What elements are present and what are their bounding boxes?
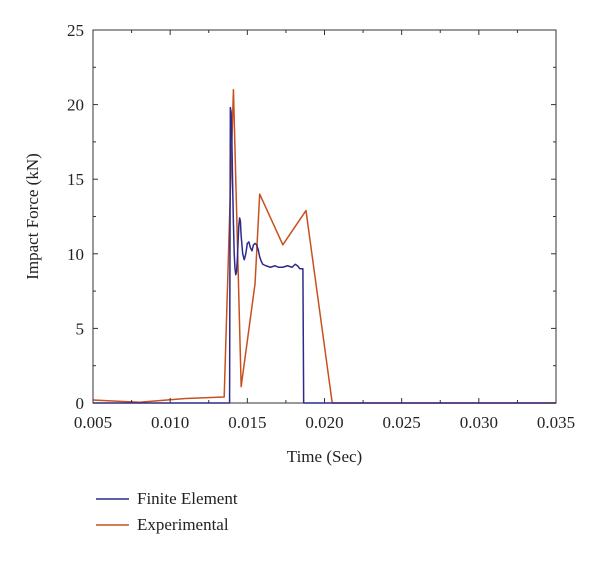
y-tick-label: 10 (67, 245, 84, 264)
x-tick-label: 0.020 (305, 413, 343, 432)
y-tick-label: 20 (67, 96, 84, 115)
ticks-layer: 0.005 0.010 0.015 0.020 0.025 0.030 0.035 0 5 10 1… (67, 21, 575, 432)
y-axis-label: Impact Force (kN) (23, 153, 42, 280)
experimental-series-line (92, 88, 556, 404)
legend-label-experimental: Experimental (137, 515, 229, 534)
x-tick-label: 0.010 (151, 413, 189, 432)
x-tick-label: 0.030 (460, 413, 498, 432)
finite-element-series-line (93, 106, 556, 404)
legend: Finite Element Experimental (96, 489, 238, 534)
x-tick-label: 0.005 (74, 413, 112, 432)
y-tick-label: 25 (67, 21, 84, 40)
y-tick-label: 5 (76, 319, 85, 338)
plot-area (92, 29, 557, 404)
y-tick-label: 15 (67, 170, 84, 189)
y-tick-label: 0 (76, 394, 85, 413)
legend-label-finite-element: Finite Element (137, 489, 238, 508)
x-tick-label: 0.015 (228, 413, 266, 432)
x-axis-label: Time (Sec) (287, 447, 362, 466)
series-layer (92, 88, 556, 404)
x-tick-label: 0.025 (383, 413, 421, 432)
x-tick-label: 0.035 (537, 413, 575, 432)
